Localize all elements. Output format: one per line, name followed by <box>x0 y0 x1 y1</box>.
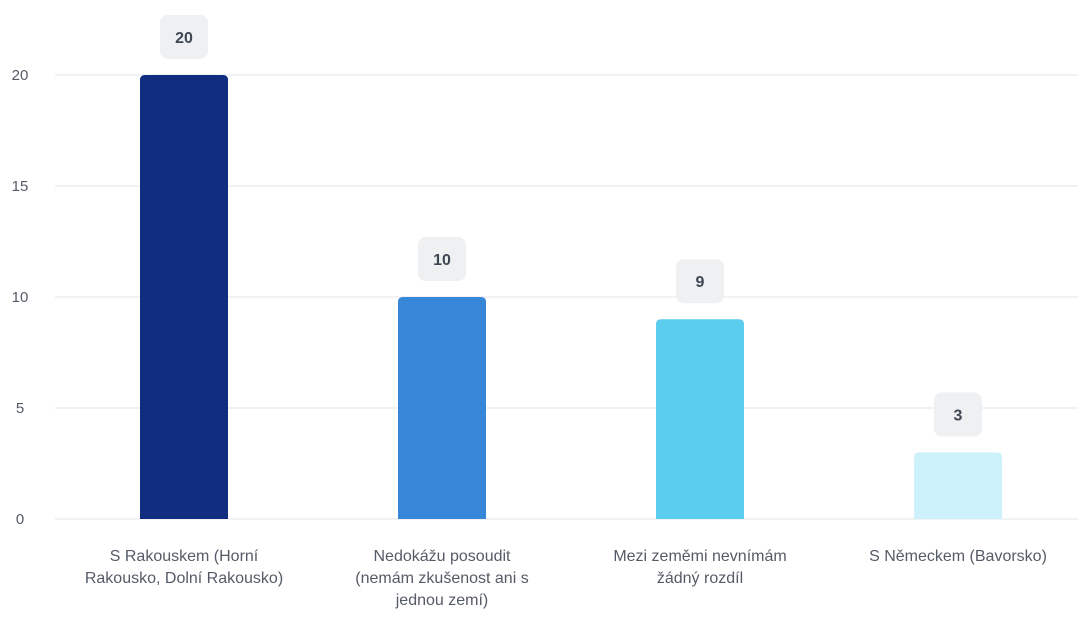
x-category-label-line: S Německem (Bavorsko) <box>869 548 1047 565</box>
bar <box>914 452 1002 519</box>
data-label: 3 <box>954 407 963 424</box>
data-label-bubble <box>676 259 724 304</box>
x-category-label-line: Mezi zeměmi nevnímám <box>613 548 786 565</box>
data-label-bubble <box>418 237 466 281</box>
x-axis-categories: S Rakouskem (Horní Rakousko, Dolní Rakous… <box>85 548 1047 609</box>
x-category-label-line: Nedokážu posoudit <box>374 548 512 565</box>
data-labels: 20 10 9 3 <box>160 15 982 437</box>
bar <box>398 297 486 519</box>
x-category-label-line: žádný rozdíl <box>657 570 743 587</box>
x-category-label-line: jednou zemí) <box>395 592 489 609</box>
x-category-label: Mezi zeměmi nevnímám žádný rozdíl <box>613 548 786 587</box>
data-label: 9 <box>696 274 705 291</box>
bar <box>140 75 228 519</box>
data-label-bubble <box>934 392 982 437</box>
bars <box>140 75 1002 519</box>
y-tick-label: 15 <box>12 178 29 195</box>
data-label: 10 <box>433 252 451 269</box>
data-label: 20 <box>175 30 193 47</box>
x-category-label-line: (nemám zkušenost ani s <box>355 570 528 587</box>
x-category-label-line: S Rakouskem (Horní <box>110 548 259 565</box>
x-category-label: S Rakouskem (Horní Rakousko, Dolní Rakous… <box>85 548 283 587</box>
y-tick-label: 20 <box>12 67 29 84</box>
x-category-label: Nedokážu posoudit (nemám zkušenost ani s j… <box>355 548 528 609</box>
x-category-label-line: Rakousko, Dolní Rakousko) <box>85 570 283 587</box>
y-tick-label: 10 <box>12 289 29 306</box>
x-category-label: S Německem (Bavorsko) <box>869 548 1047 565</box>
y-tick-label: 5 <box>16 400 24 417</box>
y-axis-ticks: 0 5 10 15 20 <box>12 67 29 528</box>
data-label-bubble <box>160 15 208 59</box>
bar <box>656 319 744 519</box>
y-tick-label: 0 <box>16 511 24 528</box>
